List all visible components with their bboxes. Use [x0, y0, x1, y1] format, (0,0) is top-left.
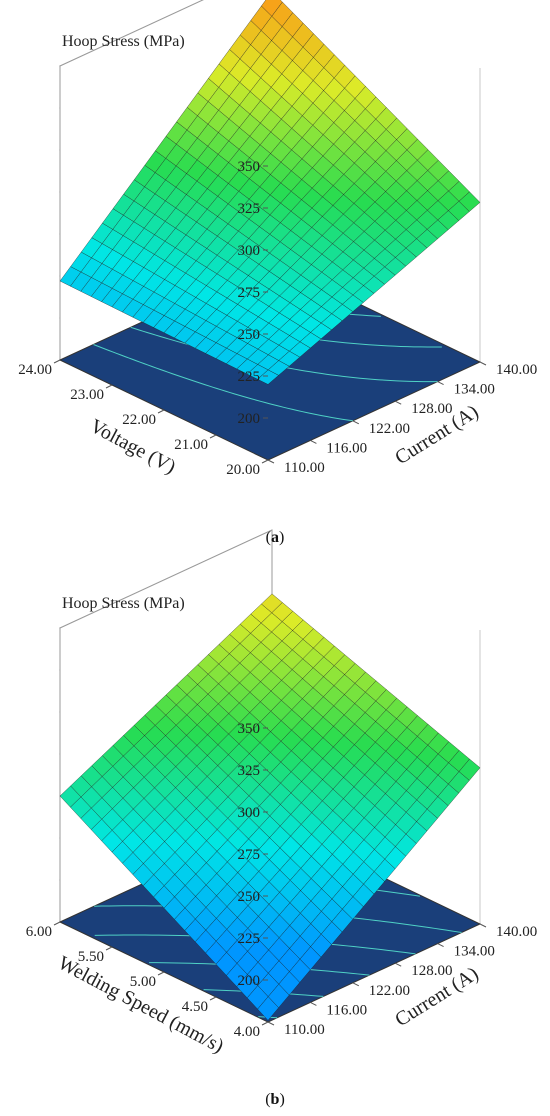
x-tick	[267, 1021, 275, 1026]
y-tick-label: 6.00	[26, 924, 52, 940]
x-tick-label: 134.00	[454, 944, 495, 960]
y-tick	[209, 996, 217, 1001]
y-tick-label: 23.00	[70, 387, 104, 403]
y-tick	[157, 971, 165, 976]
x-tick-label: 140.00	[496, 362, 537, 378]
x-tick	[352, 982, 360, 987]
y-tick	[105, 384, 113, 389]
y-tick-label: 22.00	[122, 412, 156, 428]
y-tick-label: 20.00	[226, 462, 260, 478]
caption-a: (a)	[266, 529, 285, 546]
response-surface	[59, 593, 481, 1021]
x-tick-label: 110.00	[284, 1022, 325, 1038]
x-tick-label: 122.00	[369, 421, 410, 437]
z-tick-label: 250	[238, 889, 261, 905]
z-tick-label: 300	[238, 805, 261, 821]
z-tick-label: 275	[238, 285, 261, 301]
y-tick	[209, 434, 217, 439]
x-tick	[267, 459, 275, 464]
x-tick	[437, 943, 444, 948]
chart-panel-b: 200 225 250 275 300 325 350 Hoop Stress (MPa) 11…	[26, 529, 537, 1058]
x-tick-label: 140.00	[496, 924, 537, 940]
caption-b: (b)	[265, 1091, 285, 1108]
x-tick-label: 128.00	[411, 401, 452, 417]
y-tick	[261, 459, 269, 464]
z-tick-label: 200	[238, 411, 261, 427]
chart-panel-a: 200 225 250 275 300 325 350 Hoop Stress (MPa) 11…	[18, 0, 537, 478]
x-tick	[310, 439, 317, 444]
z-axis-title: Hoop Stress (MPa)	[62, 595, 185, 612]
contour-line	[93, 344, 353, 422]
z-tick-label: 325	[238, 201, 261, 217]
z-axis: 200 225 250 275 300 325 350 Hoop Stress (MPa)	[62, 595, 268, 989]
surface-cell	[458, 758, 481, 781]
y-tick-label: 24.00	[18, 362, 52, 378]
y-tick	[157, 409, 165, 414]
surface-cell	[458, 191, 481, 212]
z-tick-label: 250	[238, 327, 261, 343]
x-tick	[394, 962, 402, 967]
y-tick	[261, 1021, 269, 1026]
y-tick	[53, 359, 61, 364]
z-tick-label: 225	[238, 369, 261, 385]
z-axis: 200 225 250 275 300 325 350 Hoop Stress (MPa)	[62, 33, 268, 427]
x-tick	[479, 361, 487, 366]
x-tick-label: 122.00	[369, 983, 410, 999]
z-tick-label: 325	[238, 763, 261, 779]
y-tick-label: 5.00	[130, 974, 156, 990]
z-tick-label: 350	[238, 159, 261, 175]
response-surface	[59, 0, 481, 385]
y-tick	[53, 921, 61, 926]
z-tick-label: 350	[238, 721, 261, 737]
y-tick-label: 21.00	[174, 437, 208, 453]
z-tick-label: 300	[238, 243, 261, 259]
x-tick-label: 110.00	[284, 460, 325, 476]
x-tick	[310, 1001, 317, 1006]
x-tick-label: 116.00	[326, 440, 367, 456]
x-tick-label: 134.00	[454, 382, 495, 398]
z-tick-label: 275	[238, 847, 261, 863]
x-tick-label: 116.00	[326, 1002, 367, 1018]
y-tick-label: 5.50	[78, 949, 104, 965]
y-tick	[105, 946, 113, 951]
y-tick-label: 4.00	[234, 1024, 260, 1040]
y-tick-label: 4.50	[182, 999, 208, 1015]
x-tick	[394, 400, 402, 405]
x-tick	[437, 381, 444, 386]
x-tick	[479, 923, 487, 928]
x-tick	[352, 420, 360, 425]
z-tick-label: 200	[238, 973, 261, 989]
z-axis-title: Hoop Stress (MPa)	[62, 33, 185, 50]
x-tick-label: 128.00	[411, 963, 452, 979]
z-tick-label: 225	[238, 931, 261, 947]
